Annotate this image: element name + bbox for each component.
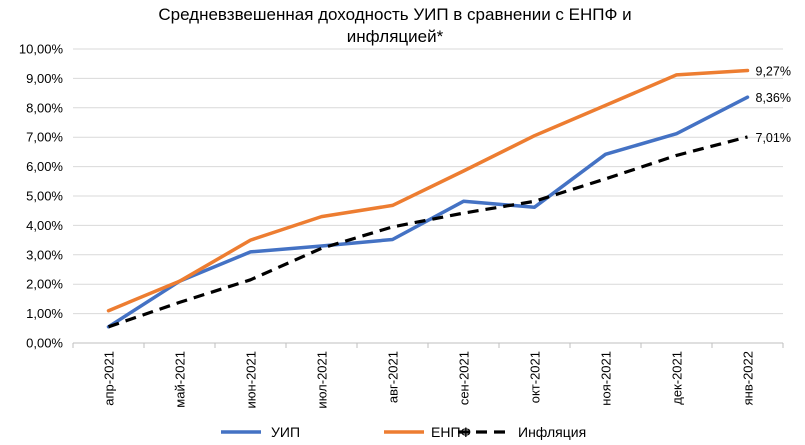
y-tick-label: 8,00% [26,100,63,115]
x-tick-label: окт-2021 [528,351,543,403]
series-lines [106,68,750,329]
x-tick-label: авг-2021 [386,351,401,403]
y-tick-label: 2,00% [26,277,63,292]
y-tick-label: 0,00% [26,336,63,351]
y-tick-label: 3,00% [26,247,63,262]
series-line-3 [107,135,748,329]
y-tick-label: 4,00% [26,218,63,233]
series-line-2 [106,68,750,313]
y-axis: 0,00% 1,00% 2,00% 3,00% 4,00% 5,00% 6,00% 7,00%… [19,42,64,351]
series-line-1 [106,95,750,329]
chart-title-line-1: Средневзвешенная доходность УИП в сравне… [158,5,631,24]
data-label: 7,01% [756,131,791,145]
data-label: 8,36% [756,91,791,105]
end-labels: 8,36% 9,27% 7,01% [756,64,791,144]
x-tick-label: ноя-2021 [599,351,614,406]
y-tick-label: 9,00% [26,71,63,86]
data-label: 9,27% [756,64,791,78]
x-axis: апр-2021 май-2021 июн-2021 июл-2021 авг-2021… [72,342,784,409]
legend-label: Инфляция [518,424,586,440]
x-tick-label: июл-2021 [315,351,330,409]
gridlines [73,48,783,315]
legend-label: ЕНПФ [431,424,471,440]
legend-label: УИП [271,424,300,440]
y-tick-label: 1,00% [26,306,63,321]
x-tick-label: дек-2021 [670,351,685,405]
y-tick-label: 5,00% [26,189,63,204]
x-tick-label: май-2021 [173,351,188,408]
chart-title-line-2: инфляцией* [347,27,444,46]
x-tick-label: апр-2021 [102,351,117,406]
x-tick-label: янв-2022 [741,351,756,405]
x-tick-label: сен-2021 [457,351,472,405]
legend: УИП ЕНПФ Инфляция [221,424,586,440]
x-tick-label: июн-2021 [244,351,259,408]
y-tick-label: 10,00% [19,42,64,57]
y-tick-label: 7,00% [26,130,63,145]
y-tick-label: 6,00% [26,159,63,174]
